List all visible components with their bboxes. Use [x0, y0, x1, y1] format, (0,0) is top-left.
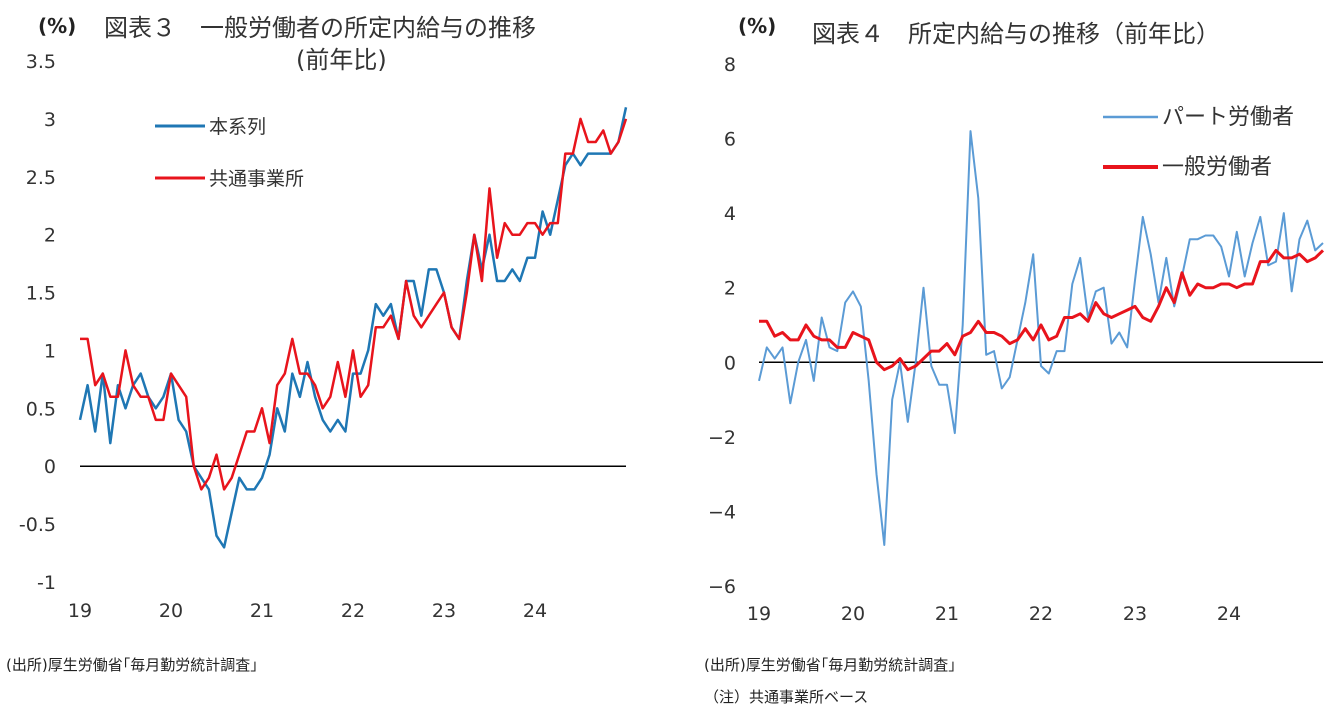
- series-line-2: [759, 248, 1325, 372]
- series-line-1: [78, 107, 628, 549]
- y-tick-label: 0: [44, 456, 56, 478]
- chart3-source-note: (出所)厚生労働省｢毎月勤労統計調査｣: [6, 656, 258, 674]
- series-line-2: [80, 117, 628, 491]
- x-tick-label: 21: [250, 600, 274, 622]
- y-tick-label: 1.5: [26, 283, 56, 305]
- x-tick-label: 23: [432, 600, 456, 622]
- chart4-unit-label: (%): [738, 14, 777, 38]
- y-tick-label: 1: [44, 340, 56, 362]
- y-tick-label: 4: [724, 203, 736, 225]
- y-tick-label: −4: [708, 501, 736, 523]
- x-tick-label: 21: [935, 603, 959, 625]
- y-tick-label: 3.5: [26, 51, 56, 73]
- x-tick-label: 20: [841, 603, 865, 625]
- x-tick-label: 22: [1029, 603, 1053, 625]
- y-tick-label: 0: [724, 352, 736, 374]
- chart3-subtitle: (前年比): [296, 46, 387, 74]
- y-tick-label: −6: [708, 576, 736, 598]
- x-tick-label: 20: [159, 600, 183, 622]
- series-line-1: [758, 130, 1324, 546]
- legend-label: パート労働者: [1162, 105, 1294, 130]
- chart4-footnote: （注）共通事業所ベース: [704, 688, 869, 706]
- y-tick-label: 2: [44, 225, 56, 247]
- y-tick-label: 2.5: [26, 167, 56, 189]
- y-tick-label: −2: [708, 427, 736, 449]
- y-tick-label: -0.5: [19, 514, 56, 536]
- legend-label: 一般労働者: [1162, 155, 1272, 180]
- chart4-title: 図表４ 所定内給与の推移（前年比）: [812, 20, 1220, 48]
- x-tick-label: 19: [747, 603, 771, 625]
- y-tick-label: 8: [724, 54, 736, 76]
- x-tick-label: 23: [1123, 603, 1147, 625]
- y-tick-label: -1: [37, 572, 56, 594]
- chart4-source-note: (出所)厚生労働省｢毎月勤労統計調査｣: [704, 656, 956, 674]
- chart3: 3.5 3 2.5 2 1.5 1 0.5 0 -0.5 -1 19 20 21 22 23 24 本系列共通事…: [19, 51, 628, 622]
- x-tick-label: 24: [523, 600, 547, 622]
- x-tick-label: 19: [68, 600, 92, 622]
- y-tick-label: 6: [724, 129, 736, 151]
- y-tick-label: 2: [724, 278, 736, 300]
- x-tick-label: 22: [341, 600, 365, 622]
- y-tick-label: 0.5: [26, 398, 56, 420]
- chart3-title: 図表３ 一般労働者の所定内給与の推移: [104, 14, 536, 42]
- legend-label: 共通事業所: [209, 168, 304, 190]
- chart3-unit-label: (%): [38, 14, 77, 38]
- x-tick-label: 24: [1217, 603, 1241, 625]
- y-tick-label: 3: [44, 109, 56, 131]
- legend-label: 本系列: [209, 116, 266, 138]
